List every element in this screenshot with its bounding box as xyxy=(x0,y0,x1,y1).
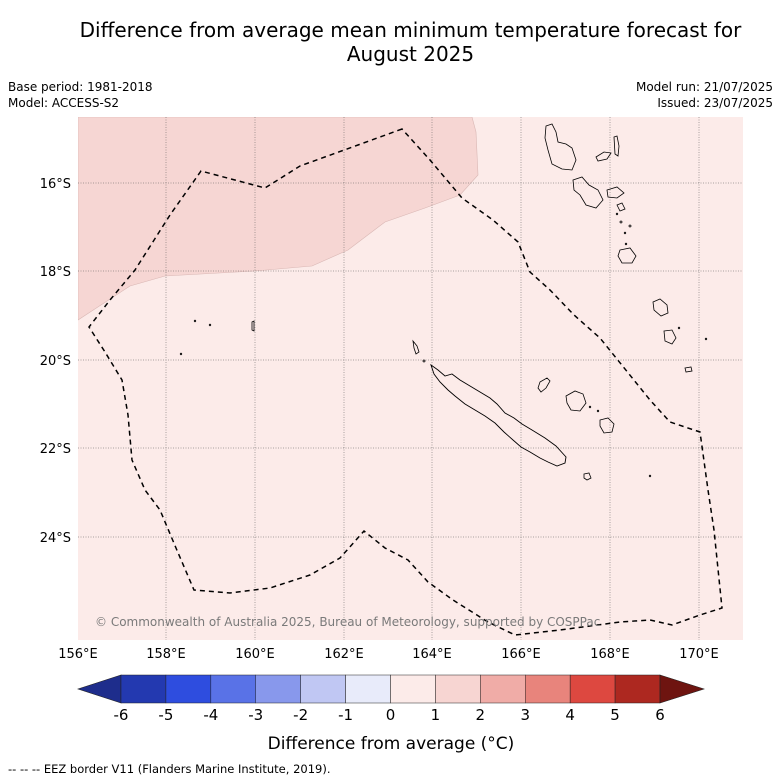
colorbar-segment xyxy=(614,674,661,704)
colorbar-segment xyxy=(390,674,436,704)
base-period: Base period: 1981-2018 xyxy=(8,80,153,94)
colorbar-tick-label: 5 xyxy=(610,706,620,724)
warmer-anomaly-region xyxy=(78,117,479,321)
espiritu-santo-island xyxy=(544,123,577,171)
colorbar-segment xyxy=(569,674,616,704)
colorbar-tick-label: -1 xyxy=(338,706,353,724)
belep-islands xyxy=(412,339,420,355)
lon-label-160e: 160°E xyxy=(235,647,275,662)
colorbar-segments xyxy=(120,674,661,704)
colorbar-segment xyxy=(165,674,212,704)
colorbar: -6 -5 -4 -3 -2 -1 0 1 2 3 4 5 6 Difference from aver… xyxy=(77,674,705,754)
colorbar-segment xyxy=(525,674,571,704)
meta-right: Model run: 21/07/2025 Issued: 23/07/2025 xyxy=(636,79,773,111)
lon-label-168e: 168°E xyxy=(590,647,630,662)
epi-island xyxy=(616,202,626,212)
efate-island xyxy=(617,247,637,264)
model-name: Model: ACCESS-S2 xyxy=(8,96,120,110)
title-line-2: August 2025 xyxy=(346,42,475,66)
colorbar-arrow-low xyxy=(77,674,122,704)
tanna-island xyxy=(663,329,677,345)
map-title: Difference from average mean minimum tem… xyxy=(40,18,781,66)
colorbar-tick-label: -6 xyxy=(114,706,129,724)
lon-label-170e: 170°E xyxy=(679,647,719,662)
colorbar-title: Difference from average (°C) xyxy=(268,734,515,754)
lon-label-162e: 162°E xyxy=(324,647,364,662)
colorbar-segment xyxy=(120,674,167,704)
lifou-island xyxy=(565,390,587,412)
graticule xyxy=(78,117,743,640)
issued-date: Issued: 23/07/2025 xyxy=(657,96,773,110)
colorbar-tick-label: 1 xyxy=(431,706,441,724)
colorbar-segment xyxy=(300,674,346,704)
lon-label-166e: 166°E xyxy=(501,647,541,662)
title-line-1: Difference from average mean minimum tem… xyxy=(79,18,742,42)
ambae-island xyxy=(595,151,612,162)
colorbar-segment xyxy=(345,674,391,704)
colorbar-tick-label: 6 xyxy=(655,706,665,724)
latitude-labels: 16°S 18°S 20°S 22°S 24°S xyxy=(40,177,71,546)
colorbar-segment xyxy=(210,674,256,704)
ile-des-pins xyxy=(583,472,592,481)
colorbar-tick-label: 3 xyxy=(520,706,530,724)
colorbar-segment xyxy=(435,674,481,704)
ouvea-island xyxy=(537,377,551,393)
colorbar-tick-label: -3 xyxy=(248,706,263,724)
colorbar-tick-label: -4 xyxy=(203,706,218,724)
meta-left: Base period: 1981-2018 Model: ACCESS-S2 xyxy=(8,79,153,111)
colorbar-segment xyxy=(480,674,526,704)
map-panel: © Commonwealth of Australia 2025, Bureau… xyxy=(78,117,743,640)
colorbar-tick-label: 0 xyxy=(386,706,396,724)
model-run: Model run: 21/07/2025 xyxy=(635,80,773,94)
colorbar-arrow-high xyxy=(659,674,705,704)
eez-border xyxy=(88,128,723,636)
longitude-labels: 156°E 158°E 160°E 162°E 164°E 166°E 168°… xyxy=(58,647,719,662)
new-caledonia-island xyxy=(430,363,567,467)
erromango-island xyxy=(652,298,669,317)
small-islets xyxy=(179,212,708,478)
eez-footnote: -- -- -- EEZ border V11 (Flanders Marine… xyxy=(8,762,331,776)
lat-label-20s: 20°S xyxy=(40,354,71,369)
colorbar-tick-label: 4 xyxy=(565,706,575,724)
ambrym-island xyxy=(606,186,625,199)
colorbar-tick-label: 2 xyxy=(476,706,486,724)
mare-island xyxy=(599,417,615,434)
colorbar-tick-labels: -6 -5 -4 -3 -2 -1 0 1 2 3 4 5 6 xyxy=(114,706,665,724)
maewo-island xyxy=(613,135,620,157)
copyright-notice: © Commonwealth of Australia 2025, Bureau… xyxy=(95,615,600,629)
lat-label-24s: 24°S xyxy=(40,531,71,546)
lat-label-18s: 18°S xyxy=(40,265,71,280)
colorbar-tick-label: -5 xyxy=(158,706,173,724)
lat-label-16s: 16°S xyxy=(40,177,71,192)
lon-label-164e: 164°E xyxy=(412,647,452,662)
lat-label-22s: 22°S xyxy=(40,442,71,457)
lon-label-158e: 158°E xyxy=(146,647,186,662)
malakula-island xyxy=(572,176,604,209)
colorbar-segment xyxy=(255,674,301,704)
aneityum-island xyxy=(684,366,693,373)
lon-label-156e: 156°E xyxy=(58,647,98,662)
colorbar-tick-label: -2 xyxy=(293,706,308,724)
